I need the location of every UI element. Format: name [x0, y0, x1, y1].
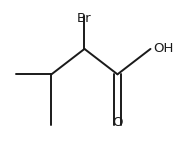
Text: O: O	[112, 116, 123, 129]
Text: OH: OH	[153, 42, 173, 55]
Text: Br: Br	[77, 12, 92, 25]
